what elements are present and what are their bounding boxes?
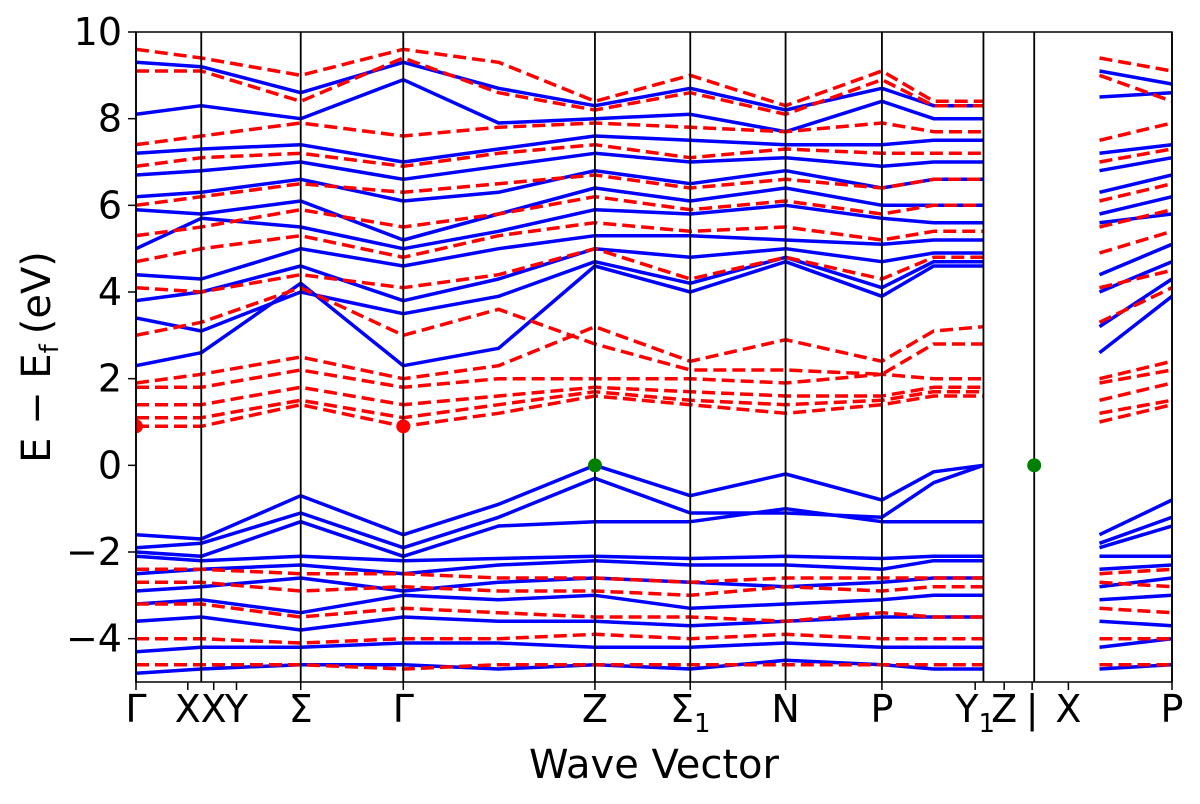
y-tick-label-5: 6: [98, 183, 122, 227]
x-tick-label-9: P: [870, 687, 893, 731]
band-down-23-seg-1: [1099, 606, 1172, 615]
x-tick-label-6: Z: [582, 687, 608, 731]
band-down-30-seg-0: [136, 324, 984, 385]
y-tick-label-7: 10: [74, 10, 122, 54]
x-tick-label-1: X: [175, 687, 201, 731]
y-axis-title-subscript: f: [35, 343, 65, 353]
bands-group: [136, 47, 1172, 676]
x-tick-label-7: Σ1: [670, 687, 711, 739]
x-tick-label-13: X: [1055, 687, 1081, 731]
cbm-marker-0: [136, 419, 143, 434]
band-up-4-seg-1: [1099, 563, 1172, 572]
band-down-38-seg-0: [136, 56, 984, 117]
band-down-28-seg-1: [1099, 381, 1172, 403]
band-down-22-seg-1: [1099, 580, 1172, 589]
vbm-marker-1: [1027, 458, 1042, 473]
band-up-10-seg-1: [1098, 294, 1172, 355]
band-down-36-seg-1: [1099, 147, 1172, 164]
band-up-17-seg-0: [136, 151, 984, 182]
band-up-7-seg-0: [136, 615, 984, 632]
band-up-5-seg-0: [136, 576, 984, 593]
band-up-6-seg-0: [136, 593, 984, 615]
band-up-17-seg-1: [1099, 155, 1172, 173]
band-up-5-seg-1: [1099, 576, 1172, 589]
band-up-16-seg-1: [1099, 173, 1172, 195]
band-down-32-seg-1: [1099, 268, 1172, 290]
y-tick-label-6: 8: [98, 97, 122, 141]
y-tick-label-0: −4: [66, 617, 122, 661]
band-down-21-seg-1: [1099, 567, 1172, 576]
band-up-3-seg-0: [136, 554, 984, 563]
x-tick-label-12: |: [1026, 687, 1039, 732]
vbm-marker-0: [587, 458, 602, 473]
plot-frame: [135, 31, 1173, 683]
band-up-20-seg-1: [1099, 69, 1172, 86]
band-up-12-seg-1: [1098, 260, 1172, 294]
x-tick-label-11: Z: [991, 687, 1017, 731]
band-down-24-seg-0: [136, 632, 984, 645]
x-tick-label-3: Y: [224, 687, 249, 731]
band-down-39-seg-1: [1099, 56, 1172, 73]
y-tick-label-4: 4: [98, 270, 122, 314]
band-up-7-seg-1: [1099, 619, 1172, 628]
band-up-8-seg-0: [136, 641, 984, 654]
band-up-6-seg-1: [1099, 593, 1172, 602]
band-down-30-seg-1: [1099, 359, 1172, 381]
x-tick-label-5: Γ: [393, 687, 414, 731]
band-up-11-seg-1: [1098, 277, 1172, 329]
y-axis-title: E − Ef (eV): [14, 251, 65, 463]
band-up-18-seg-1: [1099, 142, 1172, 156]
y-axis-ticks: −4 −2 0 2 4 6 8 10: [66, 10, 136, 661]
band-down-35-seg-1: [1099, 181, 1172, 203]
x-tick-label-2: X: [201, 687, 227, 731]
y-axis-title-main: E − E: [14, 353, 60, 463]
band-down-31-seg-1: [1098, 286, 1172, 324]
band-up-4-seg-0: [136, 558, 984, 576]
y-tick-label-2: 0: [98, 443, 122, 487]
x-tick-label-0: Γ: [125, 687, 146, 731]
x-tick-label-4: Σ: [289, 687, 313, 731]
band-up-1-seg-1: [1098, 515, 1172, 545]
band-down-31-seg-0: [136, 285, 984, 377]
band-up-14-seg-1: [1099, 212, 1172, 225]
cbm-marker-1: [396, 419, 411, 434]
x-axis-ticks: Γ X XY Σ Γ Z Σ1 N P Y1Z | X P: [125, 682, 1183, 739]
band-up-0-seg-1: [1098, 498, 1172, 537]
band-up-2-seg-1: [1098, 524, 1172, 550]
x-tick-label-10: Y1: [954, 687, 995, 739]
band-up-15-seg-1: [1099, 194, 1172, 216]
band-up-13-seg-1: [1098, 242, 1172, 277]
band-down-37-seg-1: [1099, 121, 1172, 143]
band-down-34-seg-1: [1099, 207, 1172, 229]
band-down-29-seg-1: [1099, 368, 1172, 385]
band-down-26-seg-1: [1099, 402, 1172, 424]
y-tick-label-3: 2: [98, 357, 122, 401]
band-down-38-seg-1: [1098, 73, 1172, 103]
band-down-33-seg-1: [1098, 229, 1172, 255]
y-axis-title-unit: (eV): [14, 251, 60, 334]
extrema-markers: [136, 419, 1042, 473]
y-tick-label-1: −2: [66, 530, 122, 574]
x-tick-label-14: P: [1161, 687, 1184, 731]
x-tick-label-8: N: [771, 687, 799, 731]
band-down-27-seg-1: [1099, 398, 1172, 416]
band-up-19-seg-1: [1099, 90, 1172, 99]
band-up-9-seg-0: [136, 658, 984, 676]
band-down-39-seg-0: [136, 47, 984, 108]
band-up-0-seg-0: [136, 463, 984, 541]
x-axis-title: Wave Vector: [529, 742, 780, 788]
